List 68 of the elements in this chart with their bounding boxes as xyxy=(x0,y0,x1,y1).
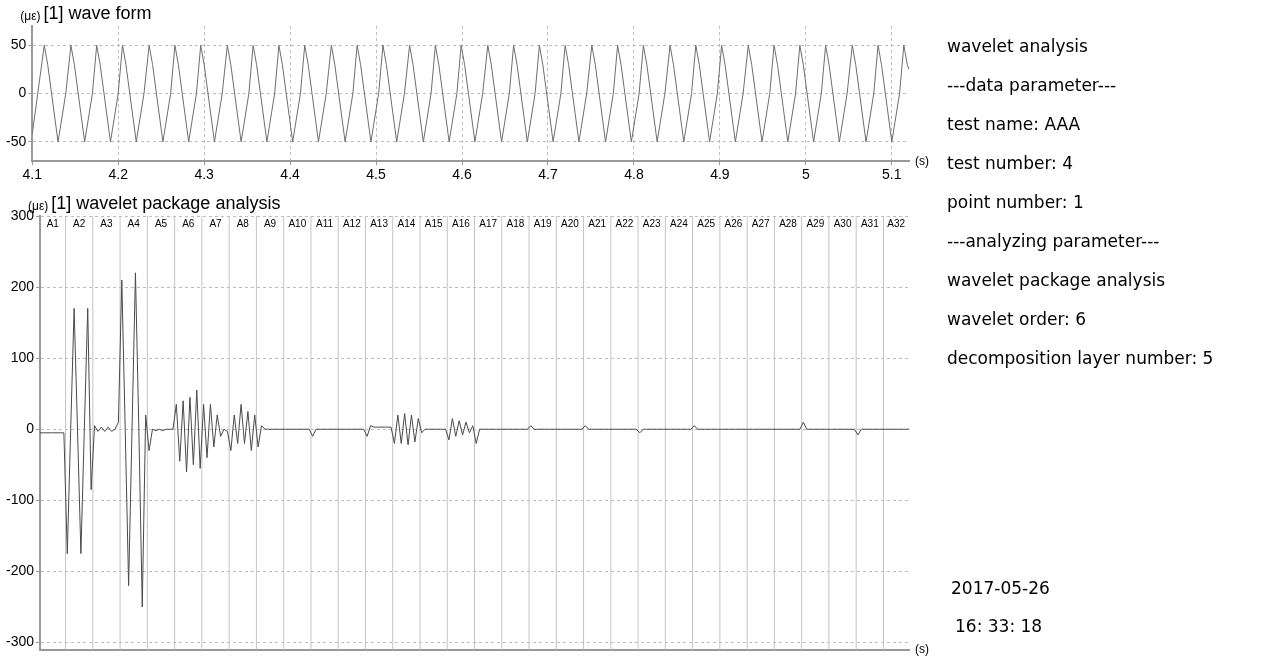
text: 2017-05-26 xyxy=(951,578,1050,598)
y-tick-label: 0 xyxy=(18,84,27,101)
annotation: A16 xyxy=(451,217,471,229)
chart-title: [1] wavelet package analysis xyxy=(51,193,281,213)
x-tick-label: 4.1 xyxy=(22,166,43,183)
annotation: A3 xyxy=(100,217,114,229)
x-axis-title: (s) xyxy=(915,153,929,168)
annotation: A9 xyxy=(263,217,277,229)
text: wavelet analysis xyxy=(947,36,1088,56)
annotation: A17 xyxy=(479,217,498,229)
y-axis-title: (με) xyxy=(20,9,41,23)
annotation: A7 xyxy=(209,217,223,229)
x-tick-label: 4.7 xyxy=(538,166,558,183)
y-tick-label: 200 xyxy=(10,277,35,294)
annotation: A12 xyxy=(342,217,362,229)
x-axis-title: (s) xyxy=(915,641,929,656)
y-tick-label: 0 xyxy=(26,420,35,437)
text: test name: AAA xyxy=(947,114,1081,134)
annotation: A26 xyxy=(724,217,743,229)
x-tick-label: 4.9 xyxy=(710,166,730,183)
annotation: A29 xyxy=(806,217,825,229)
x-tick-label: 4.5 xyxy=(366,166,387,183)
y-tick-label: -300 xyxy=(5,633,35,650)
annotation: A24 xyxy=(670,217,689,229)
annotation: A20 xyxy=(561,217,580,229)
text: ---analyzing parameter--- xyxy=(947,231,1160,251)
annotation: A32 xyxy=(887,217,906,229)
x-tick-label: 4.4 xyxy=(280,166,301,183)
y-tick-label: 50 xyxy=(10,36,27,53)
text: point number: 1 xyxy=(947,192,1084,212)
x-tick-label: 4.3 xyxy=(194,166,215,183)
annotation: A28 xyxy=(779,217,798,229)
annotation: A19 xyxy=(533,217,552,229)
annotation: A2 xyxy=(73,217,86,229)
y-tick-label: -200 xyxy=(5,562,35,579)
y-tick-label: 100 xyxy=(10,349,35,366)
annotation: A22 xyxy=(615,217,634,229)
text: wavelet order: 6 xyxy=(947,309,1087,329)
x-tick-label: 4.6 xyxy=(452,166,472,183)
annotation: A13 xyxy=(370,217,389,229)
x-tick-label: 5.1 xyxy=(882,166,902,183)
annotation: A21 xyxy=(588,217,607,229)
text: 16: 33: 18 xyxy=(955,616,1043,636)
annotation: A6 xyxy=(182,217,195,229)
annotation: A4 xyxy=(127,217,141,229)
x-tick-label: 4.8 xyxy=(624,166,644,183)
y-tick-label: -100 xyxy=(5,491,35,508)
x-tick-label: 4.2 xyxy=(108,166,129,183)
text: test number: 4 xyxy=(947,153,1074,173)
annotation: A31 xyxy=(860,217,880,229)
annotation: A30 xyxy=(833,217,852,229)
annotation: A18 xyxy=(506,217,525,229)
annotation: A27 xyxy=(751,217,771,229)
annotation: A8 xyxy=(236,217,250,229)
annotation: A1 xyxy=(46,217,60,229)
text: wavelet package analysis xyxy=(947,270,1166,290)
chart-title: [1] wave form xyxy=(43,3,152,23)
text: decomposition layer number: 5 xyxy=(947,348,1214,368)
annotation: A10 xyxy=(288,217,307,229)
x-tick-label: 5 xyxy=(801,166,810,183)
annotation: A5 xyxy=(154,217,168,229)
annotation: A25 xyxy=(697,217,716,229)
y-tick-label: -50 xyxy=(6,132,27,149)
text: ---data parameter--- xyxy=(947,75,1117,95)
annotation: A11 xyxy=(316,217,334,229)
annotation: A14 xyxy=(397,217,416,229)
annotation: A23 xyxy=(642,217,662,229)
annotation: A15 xyxy=(424,217,443,229)
